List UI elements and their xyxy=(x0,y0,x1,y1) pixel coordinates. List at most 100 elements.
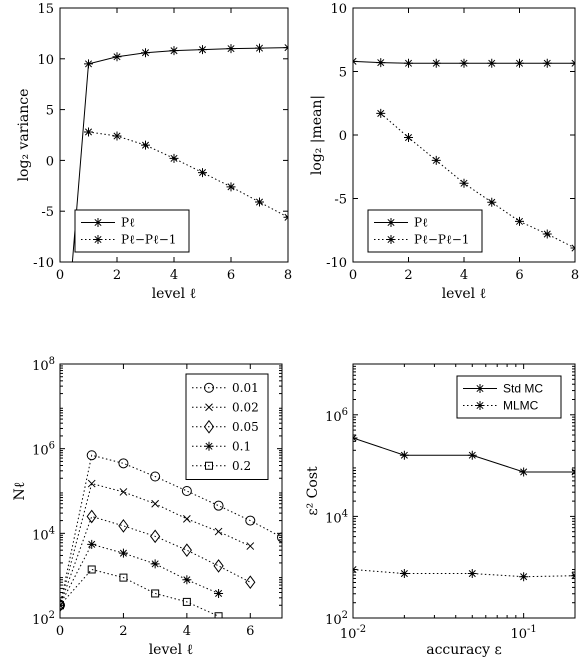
x-axis-label: level ℓ xyxy=(442,286,487,302)
plot-frame xyxy=(59,363,283,619)
legend-label-1: MLMC xyxy=(503,399,539,413)
series-point-0 xyxy=(487,58,497,68)
series-point-0 xyxy=(198,45,207,55)
series-point-2 xyxy=(213,559,224,573)
series-point-0 xyxy=(112,52,122,62)
x-tick-label: 2 xyxy=(119,624,127,639)
y-tick-label-base: 10 xyxy=(325,410,342,425)
series-point-2 xyxy=(86,509,97,524)
x-tick-label-exponent: -2 xyxy=(356,624,366,635)
series-point-2 xyxy=(245,575,256,590)
legend-label-0: Std MC xyxy=(503,382,543,396)
series-point-0 xyxy=(519,467,529,477)
series-point-1 xyxy=(404,133,413,143)
y-tick-label-base: 10 xyxy=(32,528,49,543)
series-point-1 xyxy=(226,182,236,192)
series-line-4 xyxy=(60,568,219,617)
series-point-0 xyxy=(150,471,161,482)
x-tick-label-base: 10 xyxy=(510,627,527,642)
y-tick-label: 10 xyxy=(330,2,347,17)
legend-label-0: Pℓ xyxy=(121,216,135,230)
x-tick-label: 10-2 xyxy=(340,624,366,642)
x-tick-label: 0 xyxy=(56,268,64,283)
legend-label-0: 0.01 xyxy=(232,381,259,395)
series-point-1 xyxy=(119,488,128,496)
series-point-2 xyxy=(181,543,192,558)
legend-label-4: 0.2 xyxy=(232,459,251,473)
series-point-4 xyxy=(151,589,160,598)
series-point-0 xyxy=(141,48,150,58)
y-tick-label: -10 xyxy=(326,256,347,271)
series-point-0 xyxy=(255,43,264,53)
legend-box xyxy=(74,209,190,253)
y-tick-label-exponent: 2 xyxy=(342,610,348,621)
series-point-4 xyxy=(60,601,64,610)
legend-marker-0 xyxy=(475,384,485,393)
y-tick-label: 106 xyxy=(32,441,55,459)
legend-marker-2 xyxy=(203,419,215,434)
series-point-3 xyxy=(150,559,160,569)
series-point-0 xyxy=(570,58,575,68)
series-point-0 xyxy=(245,515,256,526)
x-axis-label: accuracy ε xyxy=(426,642,502,658)
series-point-1 xyxy=(87,479,96,488)
series-point-1 xyxy=(542,229,552,239)
y-tick-label-exponent: 6 xyxy=(342,407,348,418)
series-point-0 xyxy=(399,450,409,460)
y-tick-label-base: 10 xyxy=(32,613,49,628)
series-line-2 xyxy=(60,515,251,606)
series-point-1 xyxy=(255,197,264,207)
series-point-1 xyxy=(399,569,409,579)
y-tick-label: -5 xyxy=(41,205,54,220)
series-point-1 xyxy=(376,108,386,118)
series-point-1 xyxy=(487,197,497,207)
x-tick-label: 8 xyxy=(284,268,292,283)
y-axis-label: log₂ variance xyxy=(16,89,32,182)
y-tick-label: 5 xyxy=(46,104,54,119)
y-tick-label: 15 xyxy=(37,2,54,17)
y-tick-label: -10 xyxy=(33,256,54,271)
series-point-0 xyxy=(118,458,129,469)
legend-box xyxy=(185,373,269,480)
series-point-1 xyxy=(169,153,179,163)
series-point-0 xyxy=(84,59,93,69)
series-group xyxy=(353,433,575,582)
x-tick-label-base: 10 xyxy=(340,627,357,642)
series-point-0 xyxy=(404,58,413,68)
y-tick-label-base: 10 xyxy=(325,613,342,628)
series-point-3 xyxy=(118,548,128,558)
y-tick-label-base: 10 xyxy=(32,444,49,459)
series-point-1 xyxy=(459,178,469,188)
series-point-3 xyxy=(214,588,224,598)
series-point-0 xyxy=(376,58,386,68)
legend-label-2: 0.05 xyxy=(232,420,259,434)
legend: Std MC MLMC xyxy=(456,375,562,419)
y-tick-label: 102 xyxy=(32,610,55,628)
legend-marker-0 xyxy=(386,218,396,227)
y-axis-label: ε² Cost xyxy=(305,466,321,516)
series-point-0 xyxy=(542,58,552,68)
y-tick-label: 104 xyxy=(32,525,55,543)
series-point-1 xyxy=(515,216,524,226)
series-point-0 xyxy=(277,532,282,543)
legend-marker-1 xyxy=(475,401,485,410)
y-tick-label: -5 xyxy=(334,193,347,208)
y-tick-label: 5 xyxy=(339,66,347,81)
legend-label-1: Pℓ−Pℓ−1 xyxy=(414,233,469,247)
series-point-4 xyxy=(182,597,191,606)
series-point-4 xyxy=(214,612,223,618)
x-tick-label: 6 xyxy=(227,268,235,283)
series-point-1 xyxy=(198,168,207,178)
y-axis-label: Nℓ xyxy=(12,481,28,500)
series-point-1 xyxy=(112,131,122,141)
series-point-0 xyxy=(431,58,441,68)
legend: Pℓ Pℓ−Pℓ−1 xyxy=(74,209,190,253)
legend-box xyxy=(456,375,562,419)
x-tick-label: 4 xyxy=(183,624,191,639)
series-point-1 xyxy=(214,527,223,536)
y-tick-label: 0 xyxy=(46,154,54,169)
series-point-0 xyxy=(353,433,358,443)
